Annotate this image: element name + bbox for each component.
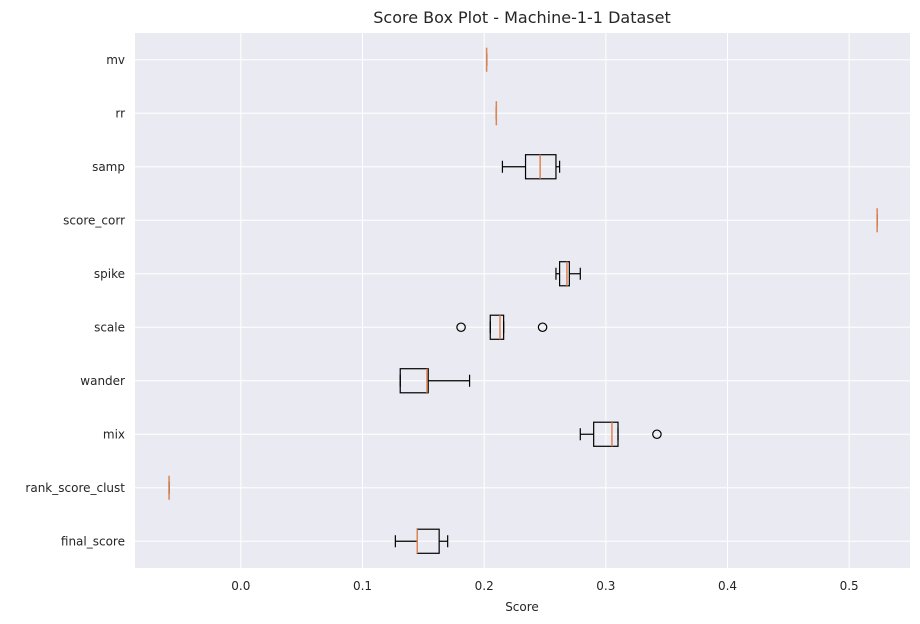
box-body [593,421,619,447]
box-body [559,261,570,287]
box-body [399,368,429,394]
y-tick-label: score_corr [63,213,125,227]
outlier-point [652,429,662,440]
chart-title: Score Box Plot - Machine-1-1 Dataset [373,8,670,27]
grid-lines [135,33,910,568]
x-tick-label: 0.4 [718,579,737,593]
y-tick-label: wander [80,374,125,388]
y-tick-label: samp [92,160,125,174]
y-tick-label: rr [115,106,125,120]
x-tick-label: 0.3 [596,579,615,593]
y-tick-label: scale [94,320,125,334]
outlier-point [456,322,466,333]
tick-labels: 0.0 0.1 0.2 0.3 0.4 0.5 mv rr samp score_corrspik… [25,53,858,593]
box-body [489,314,505,340]
x-tick-label: 0.0 [231,579,250,593]
box-spike [555,261,581,287]
boxes [168,47,878,554]
box-final_score [394,528,449,554]
box-wander [399,368,471,394]
y-tick-label: final_score [61,534,125,548]
box-scale [456,314,548,340]
plot-area [135,33,910,568]
outlier-point [537,322,548,333]
x-tick-label: 0.1 [353,579,372,593]
x-axis-label: Score [505,600,539,614]
x-tick-label: 0.2 [475,579,494,593]
box-mix [579,421,662,447]
box-samp [501,154,561,180]
y-tick-label: rank_score_clust [25,481,125,495]
y-tick-label: spike [94,267,125,281]
y-tick-label: mv [106,53,125,67]
y-tick-label: mix [103,427,125,441]
x-tick-label: 0.5 [840,579,859,593]
